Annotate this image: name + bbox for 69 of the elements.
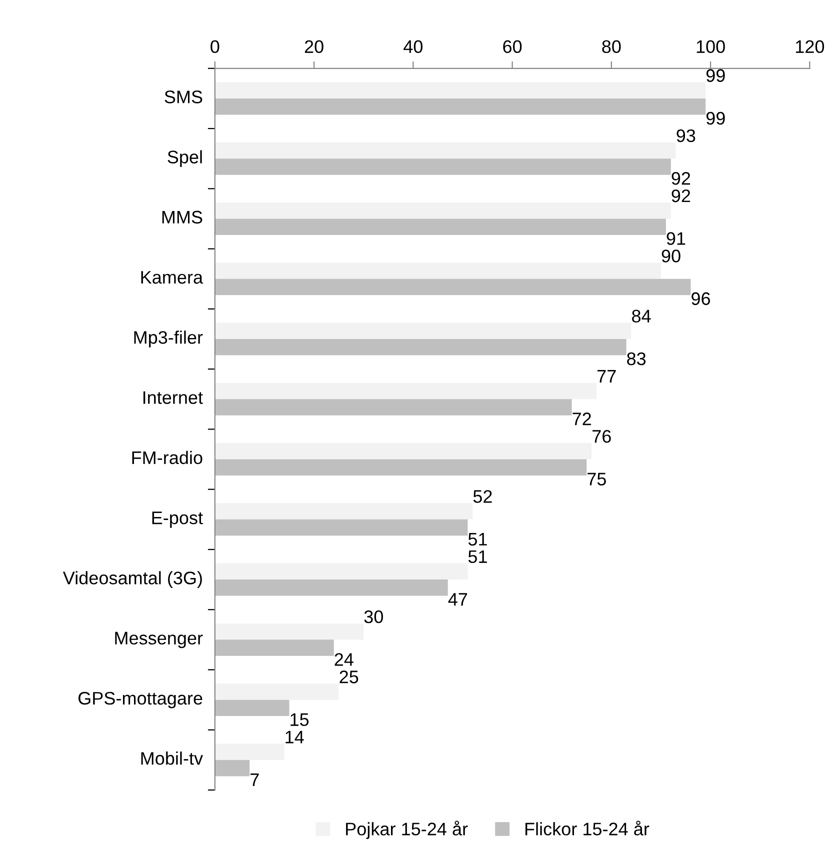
data-label: 76	[592, 430, 611, 443]
bar	[214, 459, 587, 476]
bar	[214, 580, 448, 596]
bar	[214, 142, 676, 159]
y-tick-label: Spel	[168, 150, 202, 168]
bar	[214, 322, 632, 340]
bar	[214, 202, 671, 219]
data-label: 99	[706, 112, 725, 125]
bar	[214, 519, 468, 536]
bar	[214, 262, 661, 279]
x-tick-label: 60	[503, 40, 522, 54]
bar	[214, 744, 284, 760]
data-label: 92	[672, 172, 690, 185]
bar	[214, 640, 334, 656]
y-tick-label: MMS	[162, 210, 202, 224]
data-label: 7	[250, 774, 259, 786]
bar	[214, 563, 468, 580]
data-label: 14	[286, 730, 304, 744]
bar	[214, 700, 290, 716]
y-tick-label: E-post	[152, 512, 203, 528]
y-tick-label: Kamera	[141, 271, 204, 284]
data-label: 72	[572, 412, 591, 426]
y-tick-label: Videosamtal (3G)	[62, 571, 202, 588]
y-tick-label: Mobil-tv	[141, 752, 203, 765]
y-tick-label: Internet	[143, 391, 203, 404]
y-tick-label: GPS-mottagare	[78, 692, 202, 708]
bar	[214, 623, 364, 640]
y-tick-label: Messenger	[115, 632, 203, 648]
data-label: 47	[448, 593, 468, 606]
bar	[214, 382, 597, 400]
y-tick-label: FM-radio	[132, 450, 202, 464]
bar	[214, 82, 706, 98]
data-label: 24	[334, 653, 354, 666]
x-tick-label: 20	[304, 40, 324, 54]
data-label: 92	[672, 189, 690, 202]
data-label: 52	[473, 490, 492, 503]
bar	[214, 503, 473, 520]
bar	[214, 443, 592, 460]
x-tick-label: 100	[696, 40, 725, 54]
data-label: 91	[666, 232, 686, 245]
legend-label: Flickor 15-24 år	[525, 820, 650, 836]
data-label: 51	[468, 533, 487, 546]
bar	[214, 278, 691, 296]
bar	[214, 760, 250, 776]
bar	[214, 399, 572, 416]
y-tick-label: SMS	[164, 90, 202, 104]
data-label: 15	[290, 713, 309, 726]
data-label: 77	[597, 370, 616, 382]
y-tick-label: Mp3-filer	[134, 330, 203, 348]
bar	[214, 158, 671, 175]
data-label: 75	[588, 472, 606, 486]
bar	[214, 684, 339, 700]
data-label: 99	[706, 69, 725, 82]
legend-label: Pojkar 15-24 år	[346, 820, 468, 840]
data-label: 25	[340, 670, 358, 684]
bar	[214, 339, 626, 356]
x-tick-label: 0	[210, 40, 220, 54]
data-label: 30	[364, 610, 383, 624]
x-tick-label: 40	[404, 40, 423, 54]
bar	[214, 98, 706, 115]
data-label: 51	[468, 550, 487, 564]
data-label: 93	[676, 129, 696, 142]
data-label: 83	[627, 352, 646, 366]
data-label: 96	[692, 292, 710, 306]
data-label: 84	[632, 310, 651, 323]
bar	[214, 218, 666, 235]
x-tick-label: 120	[796, 40, 824, 54]
x-tick-label: 80	[602, 40, 621, 54]
data-label: 90	[662, 250, 680, 262]
